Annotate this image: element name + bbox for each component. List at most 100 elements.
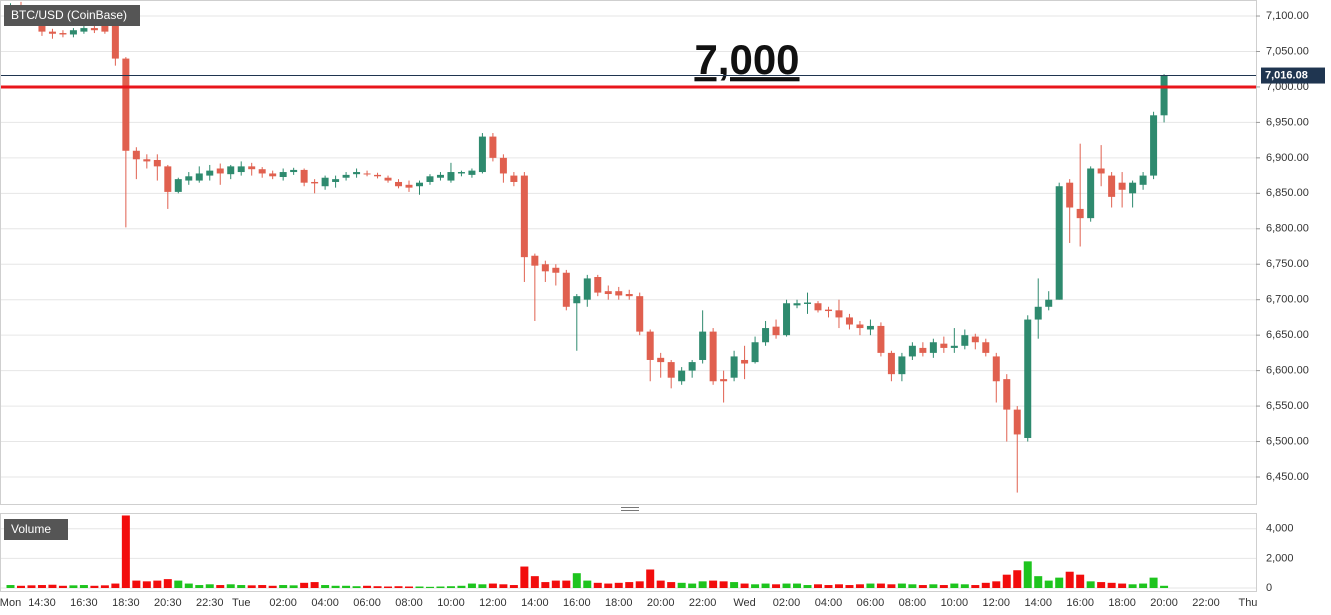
volume-bar (1097, 582, 1106, 588)
candle-body (436, 174, 444, 178)
volume-bar (268, 585, 277, 588)
y-tick-label: 6,950.00 (1266, 116, 1309, 128)
x-tick-label: 22:00 (1192, 597, 1220, 609)
x-tick-label: 04:00 (311, 597, 339, 609)
candle-body (929, 342, 937, 353)
volume-bar (845, 585, 854, 588)
y-tick-label: 6,550.00 (1266, 400, 1309, 412)
volume-bar (111, 583, 120, 588)
volume-bar (58, 585, 67, 588)
volume-bar (436, 586, 445, 588)
candle-body (552, 267, 560, 273)
candle-body (971, 336, 979, 343)
volume-bar (1055, 577, 1064, 588)
candle-body (195, 173, 203, 181)
candle-body (405, 184, 413, 188)
x-tick-label: 14:30 (28, 597, 56, 609)
volume-bar (908, 584, 917, 588)
volume-bar (174, 580, 183, 588)
candle-body (300, 169, 308, 183)
price-pane (0, 0, 1257, 505)
volume-bar (992, 581, 1001, 588)
volume-bar (310, 582, 319, 588)
candle-body (153, 159, 161, 167)
candle-body (1076, 208, 1084, 219)
candle-body (374, 174, 382, 177)
candle-body (111, 16, 119, 59)
pane-divider-handle[interactable] (621, 507, 639, 511)
y-tick-label: 6,750.00 (1266, 258, 1309, 270)
volume-bar (1013, 570, 1022, 588)
candle-body (877, 325, 885, 353)
volume-bar (69, 585, 78, 588)
volume-bar (929, 584, 938, 588)
x-tick-label: 12:00 (479, 597, 507, 609)
y-tick-label: 7,050.00 (1266, 45, 1309, 57)
x-tick-label: Tue (232, 597, 251, 609)
volume-bar (562, 580, 571, 588)
x-tick-label: 06:00 (857, 597, 885, 609)
volume-bar (142, 581, 151, 588)
y-tick-label: 6,800.00 (1266, 223, 1309, 235)
x-tick-label: 22:30 (196, 597, 224, 609)
candle-body (90, 28, 98, 31)
volume-bar (583, 580, 592, 588)
candle-body (258, 169, 266, 174)
candle-body (510, 175, 518, 182)
x-tick-label: 06:00 (353, 597, 381, 609)
volume-bar (855, 584, 864, 588)
candle-body (992, 356, 1000, 382)
candle-body (216, 168, 224, 174)
candle-body (520, 175, 528, 258)
x-tick-label: 18:00 (1108, 597, 1136, 609)
candle-body (69, 30, 77, 35)
volume-bar (37, 585, 46, 588)
candle-body (961, 335, 969, 346)
y-tick-label: 6,450.00 (1266, 471, 1309, 483)
volume-bar (1002, 574, 1011, 588)
x-tick-label: 08:00 (395, 597, 423, 609)
candle-body (804, 302, 812, 304)
y-tick-label: 6,600.00 (1266, 365, 1309, 377)
volume-bar (415, 586, 424, 588)
candle-body (856, 324, 864, 329)
candle-body (468, 170, 476, 175)
candle-body (237, 166, 245, 173)
candle-body (751, 342, 759, 363)
candle-body (1066, 182, 1074, 208)
candle-body (772, 326, 780, 336)
candle-body (573, 296, 581, 304)
volume-bar (698, 581, 707, 588)
candle-body (583, 278, 591, 300)
x-tick-label: Mon (0, 597, 21, 609)
volume-bar (457, 585, 466, 588)
volume-bar (205, 584, 214, 588)
volume-bar (551, 580, 560, 588)
volume-bar (478, 584, 487, 588)
x-tick-label: 18:00 (605, 597, 633, 609)
chart-title: BTC/USD (CoinBase) (11, 8, 127, 22)
y-tick-label: 6,850.00 (1266, 187, 1309, 199)
volume-bar (876, 583, 885, 588)
volume-bar (342, 585, 351, 588)
candle-body (1150, 115, 1158, 176)
y-tick-label: 6,650.00 (1266, 329, 1309, 341)
volume-bar (1076, 574, 1085, 588)
volume-bar (16, 585, 25, 588)
x-tick-label: 20:00 (647, 597, 675, 609)
volume-bar (100, 585, 109, 588)
candle-body (415, 182, 423, 187)
volume-bar (772, 584, 781, 588)
volume-bar (425, 586, 434, 588)
volume-bar (709, 580, 718, 588)
candle-body (499, 157, 507, 174)
volume-bar (614, 582, 623, 588)
x-tick-label: 14:00 (521, 597, 549, 609)
volume-bar (300, 582, 309, 588)
candle-body (657, 357, 665, 363)
volume-bar (761, 583, 770, 588)
volume-title-box (4, 519, 68, 540)
x-tick-label: 14:00 (1024, 597, 1052, 609)
volume-bar (226, 584, 235, 588)
